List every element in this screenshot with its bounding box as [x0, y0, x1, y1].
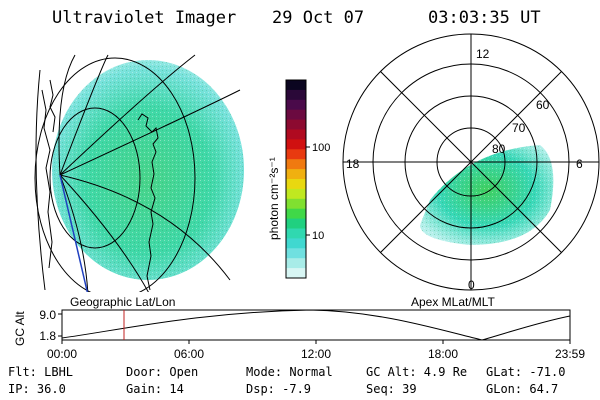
dsp-info: Dsp: -7.9 — [246, 382, 312, 396]
mlat-label-80: 80 — [492, 142, 506, 156]
colorbar-ticks — [306, 146, 310, 236]
colorbar-swatch — [286, 228, 306, 239]
colorbar-swatch — [286, 119, 306, 130]
colorbar-swatch — [286, 139, 306, 150]
ip-info: IP: 36.0 — [8, 382, 66, 396]
altitude-curve — [61, 309, 571, 341]
mlt-label-18: 18 — [346, 157, 360, 171]
mlt-label-6: 6 — [576, 157, 583, 171]
colorbar-swatch — [286, 99, 306, 111]
door-info: Door: Open — [126, 365, 199, 379]
geo-panel-label: Geographic Lat/Lon — [70, 295, 175, 309]
altitude-ytick-9: 9.0 — [39, 308, 56, 322]
time-label: 03:03:35 UT — [428, 8, 541, 28]
colorbar-swatch — [286, 109, 306, 121]
mlat-label-60: 60 — [536, 98, 550, 112]
altitude-xtick-3: 18:00 — [428, 347, 458, 361]
date-label: 29 Oct 07 — [272, 8, 365, 28]
colorbar-swatch — [286, 159, 306, 170]
colorbar-swatch — [286, 198, 306, 210]
colorbar-swatch — [286, 218, 306, 229]
polar-image — [342, 33, 600, 291]
app-title: Ultraviolet Imager — [52, 8, 237, 28]
altitude-xtick-0: 00:00 — [47, 347, 77, 361]
colorbar-swatch — [286, 179, 306, 190]
glon-info: GLon: 64.7 — [486, 382, 559, 396]
colorbar-swatch — [286, 149, 306, 160]
colorbar-label: photon cm⁻²s⁻¹ — [267, 157, 281, 240]
polar-grid — [342, 33, 600, 291]
geo-grid — [34, 54, 241, 292]
geographic-image — [34, 54, 244, 292]
mlat-label-70: 70 — [512, 121, 526, 135]
satellite-track — [59, 174, 89, 292]
colorbar-tick-100: 100 — [312, 142, 330, 154]
colorbar-swatch — [286, 208, 306, 220]
gc-alt-info: GC Alt: 4.9 Re — [366, 365, 468, 379]
altitude-xtick-2: 12:00 — [301, 347, 331, 361]
mlt-label-0: 0 — [468, 278, 475, 292]
altitude-xtick-1: 06:00 — [174, 347, 204, 361]
colorbar-swatch — [286, 129, 306, 140]
altitude-xtick-4: 23:59 — [555, 347, 585, 361]
colorbar-swatch — [286, 188, 306, 200]
altitude-plot — [58, 309, 571, 344]
gain-info: Gain: 14 — [126, 382, 184, 396]
colorbar-swatch — [286, 89, 306, 101]
colorbar-swatch — [286, 258, 306, 269]
filter-info: Flt: LBHL — [8, 365, 74, 379]
colorbar-swatch — [286, 238, 306, 249]
colorbar-swatch — [286, 268, 306, 279]
mlt-label-12: 12 — [476, 47, 490, 61]
colorbar-tick-10: 10 — [312, 230, 324, 242]
colorbar-border — [285, 79, 307, 279]
mode-info: Mode: Normal — [246, 365, 333, 379]
coastline — [41, 79, 159, 291]
altitude-ylabel: GC Alt — [13, 311, 27, 346]
seq-info: Seq: 39 — [366, 382, 417, 396]
glat-info: GLat: -71.0 — [486, 365, 566, 379]
polar-panel-label: Apex MLat/MLT — [411, 295, 495, 309]
colorbar-swatch — [286, 169, 306, 180]
colorbar-swatch — [286, 248, 306, 259]
colorbar-swatch — [286, 80, 306, 91]
altitude-ytick-1: 1.8 — [39, 329, 56, 343]
colorbar — [285, 79, 307, 279]
